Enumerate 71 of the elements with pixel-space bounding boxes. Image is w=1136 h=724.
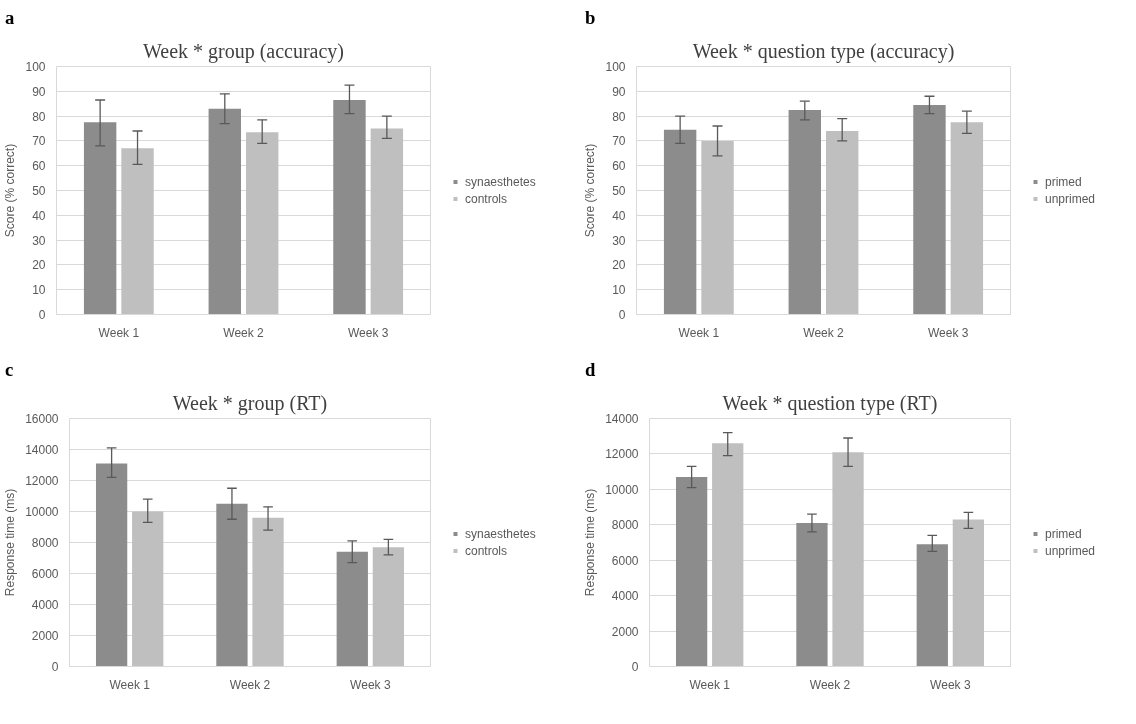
- y-tick-label: 12000: [25, 474, 59, 488]
- y-axis-title: Response time (ms): [3, 488, 18, 597]
- y-tick-label: 0: [51, 660, 59, 674]
- y-tick-label: 20: [612, 258, 626, 273]
- y-tick-label: 40: [32, 208, 46, 223]
- x-tick-label: Week 3: [347, 325, 389, 340]
- y-axis-title: Response time (ms): [583, 488, 598, 597]
- x-tick-label: Week 2: [803, 325, 845, 340]
- legend-label: synaesthetes: [465, 526, 536, 541]
- chart-title: Week * question type (accuracy): [692, 39, 955, 63]
- y-tick-label: 8000: [31, 536, 59, 550]
- legend-label: primed: [1045, 174, 1082, 189]
- legend-label: synaesthetes: [465, 174, 536, 189]
- legend-label: unprimed: [1045, 543, 1096, 558]
- x-tick-label: Week 1: [109, 677, 151, 692]
- chart-title: Week * group (RT): [172, 391, 328, 415]
- y-tick-label: 16000: [25, 412, 59, 426]
- text: c: [5, 358, 14, 382]
- y-tick-label: 90: [612, 84, 626, 99]
- y-tick-label: 20: [32, 258, 46, 273]
- y-tick-label: 8000: [611, 518, 639, 533]
- legend-label: unprimed: [1045, 191, 1096, 206]
- y-tick-label: 70: [32, 134, 46, 149]
- x-tick-label: Week 3: [927, 325, 969, 340]
- y-tick-label: 0: [38, 308, 46, 322]
- y-tick-label: 6000: [611, 553, 639, 568]
- y-tick-label: 30: [612, 233, 626, 248]
- y-tick-label: 10: [612, 283, 626, 298]
- y-tick-label: 50: [612, 184, 626, 198]
- y-tick-label: 90: [32, 84, 46, 99]
- y-tick-label: 0: [631, 660, 639, 674]
- y-tick-label: 12000: [605, 447, 639, 462]
- y-tick-label: 100: [25, 60, 46, 74]
- y-tick-label: 0: [618, 308, 626, 322]
- chart-title: Week * group (accuracy): [142, 39, 345, 63]
- y-tick-label: 80: [32, 109, 46, 124]
- y-axis-title: Score (% correct): [3, 143, 18, 238]
- y-tick-label: 4000: [31, 598, 59, 612]
- text: d: [585, 358, 596, 382]
- y-tick-label: 80: [612, 109, 626, 124]
- y-tick-label: 6000: [31, 567, 59, 581]
- y-tick-label: 10000: [25, 505, 59, 519]
- y-tick-label: 14000: [25, 443, 59, 457]
- y-axis-title: Score (% correct): [583, 143, 598, 238]
- y-tick-label: 30: [32, 233, 46, 248]
- y-tick-label: 10: [32, 283, 46, 298]
- y-tick-label: 10000: [605, 482, 639, 497]
- x-tick-label: Week 1: [689, 677, 731, 692]
- legend-label: controls: [465, 191, 508, 206]
- text: a: [5, 6, 15, 30]
- y-tick-label: 4000: [611, 589, 639, 604]
- chart-title: Week * question type (RT): [722, 391, 938, 415]
- x-tick-label: Week 3: [930, 677, 971, 692]
- x-tick-label: Week 1: [98, 325, 140, 340]
- x-tick-label: Week 2: [223, 325, 265, 340]
- y-tick-label: 2000: [31, 629, 59, 643]
- y-tick-label: 100: [605, 60, 626, 74]
- y-tick-label: 2000: [611, 624, 639, 639]
- y-tick-label: 70: [612, 134, 626, 149]
- legend-label: primed: [1045, 526, 1082, 541]
- legend-label: controls: [465, 543, 508, 558]
- x-tick-label: Week 2: [229, 677, 271, 692]
- text: b: [585, 6, 596, 30]
- y-tick-label: 50: [32, 184, 46, 198]
- y-tick-label: 14000: [605, 412, 639, 426]
- x-tick-label: Week 3: [350, 677, 391, 692]
- y-tick-label: 60: [612, 159, 626, 174]
- y-tick-label: 60: [32, 159, 46, 174]
- x-tick-label: Week 1: [678, 325, 720, 340]
- y-tick-label: 40: [612, 208, 626, 223]
- x-tick-label: Week 2: [809, 677, 851, 692]
